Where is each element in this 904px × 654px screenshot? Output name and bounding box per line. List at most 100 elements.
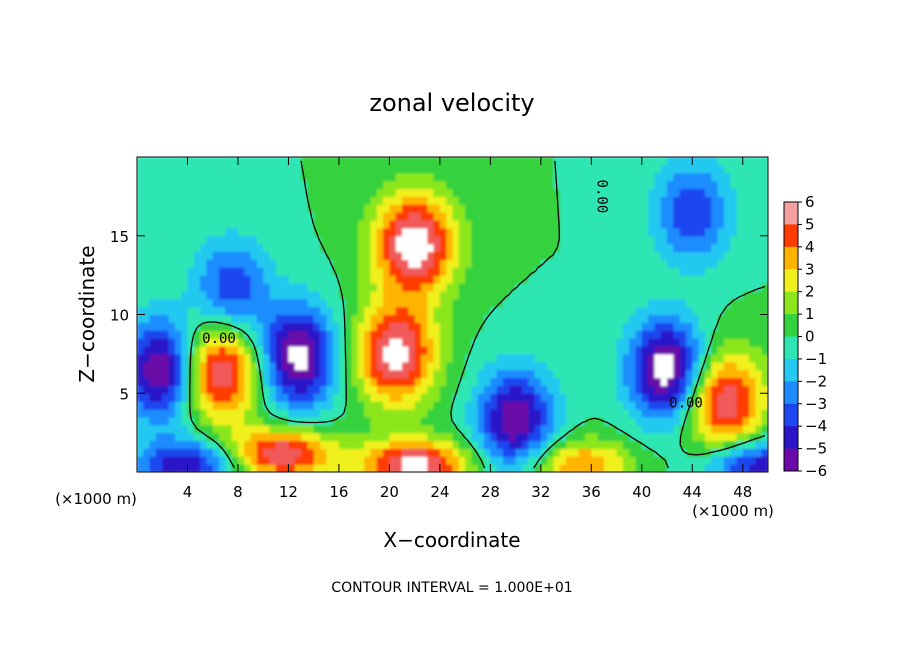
heat-cell [364,275,372,284]
heat-cell [345,385,353,394]
heat-cell [414,393,422,402]
heat-cell [667,393,674,402]
heat-cell [629,251,637,260]
heat-cell [338,314,346,323]
heat-cell [414,204,422,213]
heat-cell [225,220,233,229]
heat-cell [282,235,290,245]
heat-cell [761,314,768,323]
heat-cell [187,377,195,386]
heat-cell [155,180,163,190]
heat-cell [591,432,599,442]
heat-cell [673,393,681,402]
heat-cell [635,290,643,300]
heat-cell [193,157,201,166]
heat-cell [742,330,750,339]
heat-cell [244,283,252,292]
heat-cell [206,298,214,308]
heat-cell [256,440,264,449]
heat-cell [465,196,473,205]
heat-cell [402,464,409,472]
heat-cell [231,275,239,284]
heat-cell [383,314,390,323]
heat-cell [723,353,731,363]
heat-cell [364,456,372,465]
heat-cell [572,157,580,166]
heat-cell [313,172,321,182]
heat-cell [471,196,479,205]
heat-cell [622,456,630,465]
heat-cell [250,409,258,418]
heat-cell [616,393,624,402]
heat-cell [244,416,252,426]
heat-cell [345,448,353,457]
heat-cell [698,314,706,323]
heat-cell [439,424,447,434]
heat-cell [414,196,422,205]
heat-cell [168,448,176,457]
heat-cell [559,440,567,449]
heat-cell [736,275,744,284]
heat-cell [212,393,220,402]
heat-cell [427,180,435,190]
heat-cell [332,290,340,300]
heat-cell [351,401,359,410]
heat-cell [547,275,555,284]
heat-cell [269,259,277,268]
heat-cell [723,188,731,197]
heat-cell [641,227,649,237]
heat-cell [433,369,441,379]
heat-cell [540,196,548,205]
heat-cell [143,306,151,316]
heat-cell [597,409,605,418]
heat-cell [420,275,428,284]
heat-cell [610,243,618,253]
heat-cell [351,369,359,379]
heat-cell [313,298,321,308]
heat-cell [446,157,454,166]
heat-cell [458,267,466,276]
heat-cell [515,369,523,379]
heat-cell [364,369,372,379]
heat-cell [749,330,756,339]
heat-cell [313,424,321,434]
heat-cell [490,409,498,418]
heat-cell [376,432,384,442]
heat-cell [187,220,195,229]
heat-cell [162,338,170,347]
heat-cell [654,346,662,355]
heat-cell [610,306,618,316]
heat-cell [364,393,372,402]
heat-cell [162,243,170,253]
heat-cell [496,235,504,245]
heat-cell [509,353,517,363]
heat-cell [402,259,409,268]
heat-cell [307,409,315,418]
heat-cell [155,322,163,331]
heat-cell [212,157,220,166]
heat-cell [749,298,756,308]
heat-cell [629,416,637,426]
heat-cell [237,164,245,174]
heat-cell [566,196,573,205]
heat-cell [477,298,485,308]
heat-cell [162,346,170,355]
heat-cell [616,409,624,418]
heat-cell [578,283,586,292]
heat-cell [319,298,327,308]
heat-cell [641,204,649,213]
heat-cell [427,409,435,418]
heat-cell [414,424,422,434]
heat-cell [193,259,201,268]
y-axis-label: Z−coordinate [75,245,99,382]
heat-cell [294,432,302,442]
heat-cell [534,180,542,190]
heat-cell [521,259,529,268]
heat-cell [168,283,176,292]
heat-cell [263,409,271,418]
heat-cell [237,204,245,213]
heat-cell [471,204,479,213]
heat-cell [294,251,302,260]
heat-cell [578,464,586,472]
heat-cell [408,432,416,442]
